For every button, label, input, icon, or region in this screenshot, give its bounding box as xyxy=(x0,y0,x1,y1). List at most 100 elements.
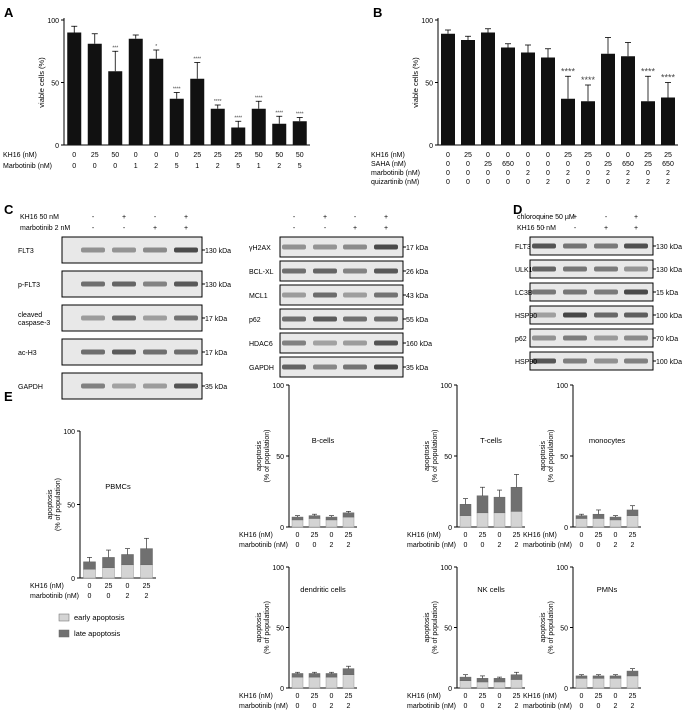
blot-band xyxy=(563,358,587,364)
chart-title: B-cells xyxy=(312,436,335,445)
y-tick-label: 100 xyxy=(63,429,75,436)
blot-band xyxy=(563,243,587,249)
blot-band xyxy=(343,292,367,298)
early-apoptosis-bar xyxy=(291,519,304,528)
protein-label: HSP90 xyxy=(515,359,537,366)
kh16-axis-label: KH16 (nM) xyxy=(30,583,64,590)
y-tick-label: 50 xyxy=(276,454,284,461)
blot-band xyxy=(313,316,337,322)
protein-label: ULK1 xyxy=(515,267,533,274)
blot-band xyxy=(594,243,618,249)
condition-value: 25 xyxy=(604,161,612,168)
kh16-value: 0 xyxy=(498,532,502,539)
legend-swatch xyxy=(58,629,70,638)
kda-label: 130 kDa xyxy=(205,248,231,255)
condition-label: KH16 (nM) xyxy=(371,152,405,159)
condition-value: 0 xyxy=(446,161,450,168)
condition-value: 0 xyxy=(566,179,570,186)
blot-band xyxy=(81,247,105,253)
stacked-chart-E-T: 0 50 100 apoptosis(% of population) T-cells 0… xyxy=(407,383,525,549)
significance-label: * xyxy=(155,44,157,50)
kda-label: 130 kDa xyxy=(205,282,231,289)
chart-title: NK cells xyxy=(477,585,505,594)
condition-label: quizartinib (nM) xyxy=(371,179,419,186)
condition-value: 25 xyxy=(564,152,572,159)
blot-band xyxy=(143,315,167,321)
treatment-mark: + xyxy=(153,225,157,232)
kh16-value: 25 xyxy=(595,532,603,539)
early-apoptosis-bar xyxy=(308,518,321,528)
y-axis-label: apoptosis(% of population) xyxy=(540,430,555,483)
protein-label: GAPDH xyxy=(18,384,43,391)
condition-value: 5 xyxy=(298,163,302,170)
kda-label: 17 kDa xyxy=(406,245,428,252)
marbotinib-value: 2 xyxy=(631,703,635,710)
treatment-mark: + xyxy=(122,214,126,221)
blot-band xyxy=(343,244,367,250)
condition-value: 2 xyxy=(626,170,630,177)
condition-value: 0 xyxy=(606,152,610,159)
blot-band xyxy=(594,335,618,341)
early-apoptosis-bar xyxy=(609,678,622,689)
significance-label: **** xyxy=(641,66,656,76)
protein-label: BCL-XL xyxy=(249,269,274,276)
kh16-axis-label: KH16 (nM) xyxy=(407,532,441,539)
y-tick-label: 50 xyxy=(560,626,568,633)
bar xyxy=(251,108,266,145)
late-apoptosis-bar xyxy=(342,668,355,675)
panel-letter-e: E xyxy=(4,389,13,404)
blot-band xyxy=(563,312,587,318)
blot-band xyxy=(112,247,136,253)
condition-label: KH16 (nM) xyxy=(3,152,37,159)
blot-band xyxy=(532,358,556,364)
treatment-mark: + xyxy=(634,214,638,221)
kh16-value: 25 xyxy=(513,532,521,539)
condition-value: 25 xyxy=(664,152,672,159)
condition-label: marbotinib (nM) xyxy=(371,170,420,177)
protein-label: p62 xyxy=(515,336,527,343)
significance-label: **** xyxy=(173,87,181,93)
blot-band xyxy=(112,383,136,389)
marbotinib-value: 0 xyxy=(107,593,111,600)
blot-band xyxy=(81,315,105,321)
significance-label: **** xyxy=(275,110,283,116)
y-tick-label: 50 xyxy=(444,626,452,633)
marbotinib-value: 0 xyxy=(88,593,92,600)
marbotinib-value: 0 xyxy=(464,703,468,710)
significance-label: **** xyxy=(581,75,596,85)
y-axis-label-line: apoptosis xyxy=(424,612,431,642)
legend-swatch xyxy=(58,613,70,622)
treatment-label: marbotinib 2 nM xyxy=(20,225,70,232)
condition-value: 2 xyxy=(666,170,670,177)
y-axis-label-line: (% of population) xyxy=(55,478,62,531)
early-apoptosis-bar xyxy=(592,518,605,528)
late-apoptosis-bar xyxy=(459,676,472,681)
condition-value: 2 xyxy=(216,163,220,170)
blot-band xyxy=(594,312,618,318)
marbotinib-value: 0 xyxy=(313,542,317,549)
blot-band xyxy=(563,289,587,295)
marbotinib-value: 0 xyxy=(580,542,584,549)
condition-value: 0 xyxy=(466,179,470,186)
chart-title: monocytes xyxy=(589,436,626,445)
late-apoptosis-bar xyxy=(291,673,304,678)
blot-band xyxy=(174,349,198,355)
blot-band xyxy=(282,292,306,298)
kh16-value: 0 xyxy=(614,532,618,539)
condition-value: 0 xyxy=(586,170,590,177)
bar xyxy=(481,32,495,145)
treatment-mark: - xyxy=(92,214,95,221)
kh16-value: 25 xyxy=(513,693,521,700)
blot-band xyxy=(343,268,367,274)
marbotinib-value: 0 xyxy=(296,703,300,710)
protein-label: LC3B xyxy=(515,290,533,297)
kh16-value: 25 xyxy=(479,532,487,539)
condition-value: 2 xyxy=(626,179,630,186)
condition-value: 0 xyxy=(486,179,490,186)
condition-value: 0 xyxy=(466,170,470,177)
kh16-value: 0 xyxy=(464,693,468,700)
y-tick-label: 0 xyxy=(448,686,452,693)
chart-title: PMNs xyxy=(597,585,618,594)
